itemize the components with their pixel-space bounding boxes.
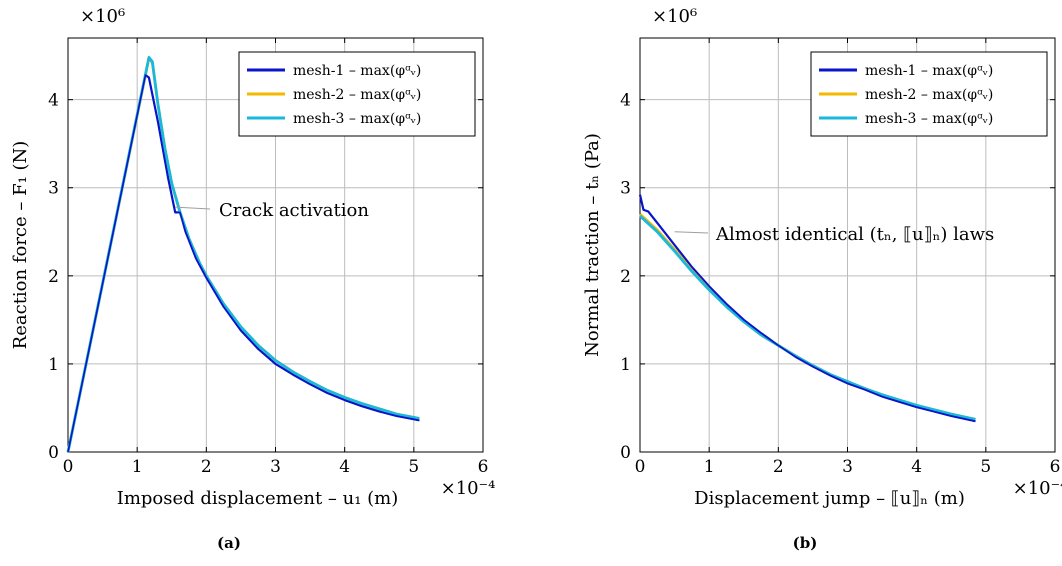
y-tick-label: 0 xyxy=(620,443,631,463)
legend-label-mesh-1: mesh-1 – max(φᵅᵥ) xyxy=(293,63,421,79)
x-tick-label: 1 xyxy=(704,457,715,477)
x-tick-label: 6 xyxy=(478,457,489,477)
legend-label-mesh-2: mesh-2 – max(φᵅᵥ) xyxy=(865,87,993,103)
y-tick-label: 1 xyxy=(620,355,631,375)
panel-caption: (b) xyxy=(793,534,818,552)
series-line-mesh-3 xyxy=(66,55,420,453)
y-tick-label: 3 xyxy=(620,179,631,199)
series-line-mesh-1-overlay xyxy=(67,74,420,453)
x-tick-label: 4 xyxy=(339,457,350,477)
x-tick-label: 2 xyxy=(773,457,784,477)
legend-label-mesh-3: mesh-3 – max(φᵅᵥ) xyxy=(865,111,993,127)
y-tick-label: 1 xyxy=(48,355,59,375)
y-axis-label: Normal traction – tₙ (Pa) xyxy=(582,133,603,357)
y-tick-label: 4 xyxy=(620,91,631,111)
y-tick-label: 3 xyxy=(48,179,59,199)
annotation-text: Almost identical (tₙ, ⟦u⟧ₙ) laws xyxy=(715,224,994,245)
panel-caption: (a) xyxy=(217,534,241,552)
y-multiplier: ×10⁶ xyxy=(652,6,697,27)
legend: mesh-1 – max(φᵅᵥ) mesh-2 – max(φᵅᵥ) mesh-3… xyxy=(810,51,1048,137)
annotation-leader xyxy=(175,206,211,210)
legend: mesh-1 – max(φᵅᵥ) mesh-2 – max(φᵅᵥ) mesh-3… xyxy=(238,51,476,137)
chart-b: 0 1 2 3 4 5 6 0 1 2 3 4 ×10⁶ ×10⁻⁴ Displacement jump –… xyxy=(582,6,1062,552)
x-tick-label: 5 xyxy=(408,457,419,477)
x-multiplier: ×10⁻⁴ xyxy=(1013,478,1062,499)
x-tick-label: 0 xyxy=(635,457,646,477)
legend-label-mesh-1: mesh-1 – max(φᵅᵥ) xyxy=(865,63,993,79)
chart-a: 0 1 2 3 4 5 6 0 1 2 3 4 ×10⁶ ×10⁻⁴ Imposed displacemen… xyxy=(10,6,495,552)
x-tick-label: 4 xyxy=(911,457,922,477)
y-tick-label: 0 xyxy=(48,443,59,463)
series-line-mesh-1-overlay xyxy=(639,194,976,422)
x-tick-label: 0 xyxy=(63,457,74,477)
series-lines xyxy=(638,194,976,423)
series-lines xyxy=(66,55,420,453)
x-axis-label: Imposed displacement – u₁ (m) xyxy=(117,488,399,509)
x-tick-label: 3 xyxy=(270,457,281,477)
x-tick-label: 3 xyxy=(842,457,853,477)
legend-label-mesh-3: mesh-3 – max(φᵅᵥ) xyxy=(293,111,421,127)
x-tick-label: 1 xyxy=(132,457,143,477)
y-multiplier: ×10⁶ xyxy=(80,6,125,27)
x-tick-label: 5 xyxy=(980,457,991,477)
y-axis-label: Reaction force – F₁ (N) xyxy=(10,141,31,350)
y-tick-label: 2 xyxy=(48,267,59,287)
annotation-text: Crack activation xyxy=(219,200,369,221)
legend-label-mesh-2: mesh-2 – max(φᵅᵥ) xyxy=(293,87,421,103)
y-tick-label: 4 xyxy=(48,91,59,111)
x-multiplier: ×10⁻⁴ xyxy=(441,478,496,499)
y-tick-label: 2 xyxy=(620,267,631,287)
x-axis-label: Displacement jump – ⟦u⟧ₙ (m) xyxy=(694,488,965,509)
series-line-mesh-3 xyxy=(639,214,976,421)
x-tick-label: 2 xyxy=(201,457,212,477)
annotation-leader xyxy=(674,231,709,234)
x-tick-label: 6 xyxy=(1050,457,1061,477)
